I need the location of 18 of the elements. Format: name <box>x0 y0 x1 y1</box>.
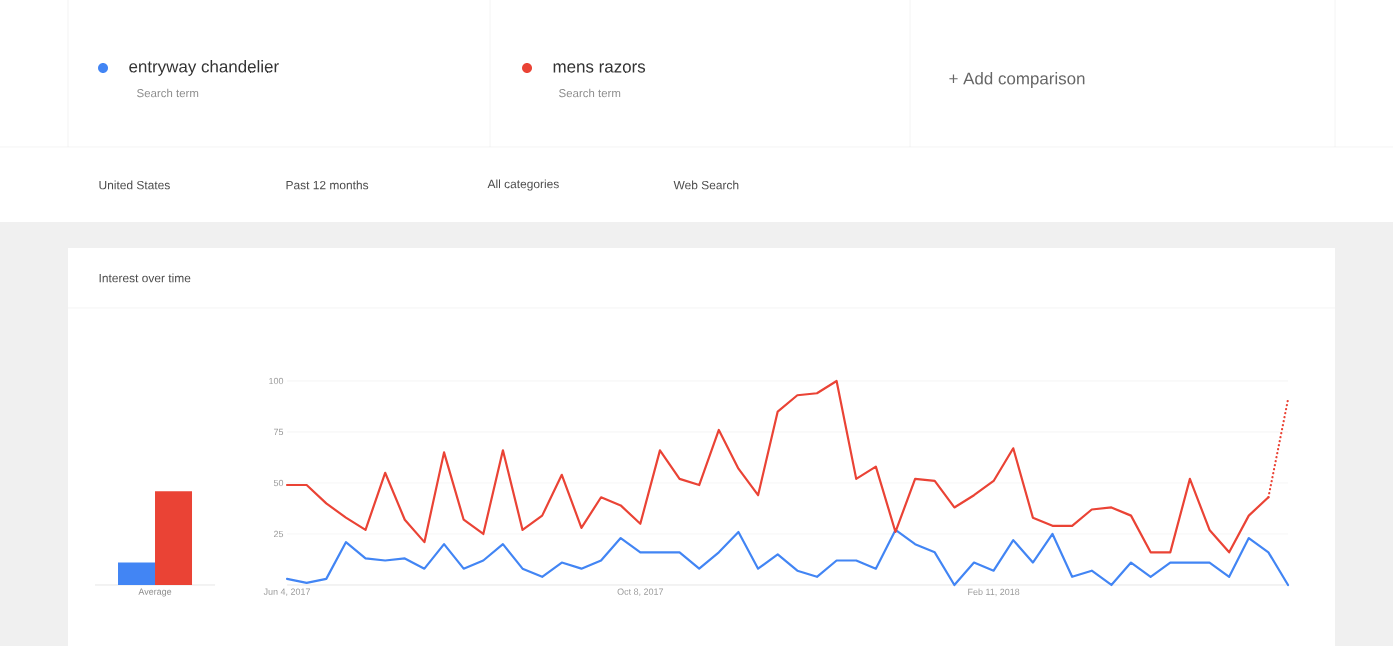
y-tick-label: 100 <box>269 377 284 385</box>
text: Search term <box>137 88 199 98</box>
x-tick-label: Jun 4, 2017 <box>263 588 310 596</box>
text: All categories <box>487 179 559 191</box>
text: Search term <box>559 88 621 98</box>
x-tick-label: Average <box>138 588 172 597</box>
legend-label: entryway chandelier <box>129 60 279 76</box>
legend-label: mens razors <box>553 63 646 73</box>
chart-title: Interest over time <box>99 273 191 283</box>
y-tick-label: 75 <box>273 428 284 436</box>
y-tick-label: 25 <box>273 530 284 538</box>
x-tick-label: Feb 11, 2018 <box>968 588 1020 597</box>
text: + Add comparison <box>949 72 1085 88</box>
text: United States <box>99 180 170 190</box>
text: Past 12 months <box>286 180 369 190</box>
y-tick-label: 50 <box>273 479 284 487</box>
x-tick-label: Oct 8, 2017 <box>617 588 664 596</box>
text: Web Search <box>673 180 739 190</box>
